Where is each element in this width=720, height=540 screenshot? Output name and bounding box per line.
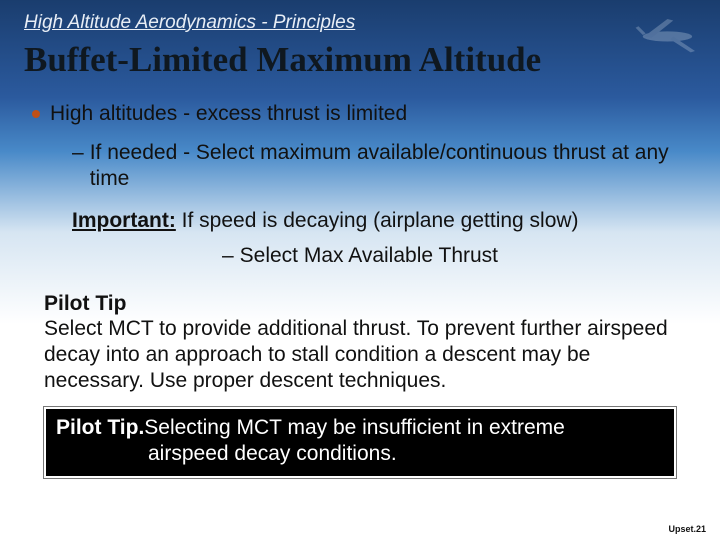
slide-footer: Upset.21 [668, 524, 706, 534]
important-line: Important: If speed is decaying (airplan… [72, 209, 688, 233]
important-text: If speed is decaying (airplane getting s… [176, 209, 579, 232]
content-area: High altitudes - excess thrust is limite… [24, 102, 696, 478]
dash-icon: – [222, 243, 234, 269]
main-title: Buffet-Limited Maximum Altitude [24, 40, 696, 80]
pilot-tip-body: Select MCT to provide additional thrust.… [44, 317, 668, 391]
slide-container: High Altitude Aerodynamics - Principles … [0, 0, 720, 540]
bullet-dot-icon [32, 110, 40, 118]
sub-bullet-1: – If needed - Select maximum available/c… [72, 140, 688, 193]
sub-text-2: Select Max Available Thrust [240, 243, 498, 269]
dark-box-line2: airspeed decay conditions. [56, 441, 664, 467]
pilot-tip-dark-box: Pilot Tip.Selecting MCT may be insuffici… [44, 407, 676, 478]
airplane-icon [622, 6, 710, 64]
sub-bullet-2: – Select Max Available Thrust [32, 243, 688, 269]
pilot-tip-block: Pilot Tip Select MCT to provide addition… [44, 291, 676, 393]
important-label: Important: [72, 209, 176, 232]
bullet-text-1: High altitudes - excess thrust is limite… [50, 102, 407, 126]
pilot-tip-label: Pilot Tip [44, 291, 676, 317]
section-title: High Altitude Aerodynamics - Principles [24, 12, 696, 34]
sub-text-1: If needed - Select maximum available/con… [90, 140, 688, 193]
dark-box-label: Pilot Tip. [56, 416, 144, 439]
bullet-item-1: High altitudes - excess thrust is limite… [32, 102, 688, 126]
dark-box-line1: Selecting MCT may be insufficient in ext… [144, 416, 565, 439]
dash-icon: – [72, 140, 84, 166]
